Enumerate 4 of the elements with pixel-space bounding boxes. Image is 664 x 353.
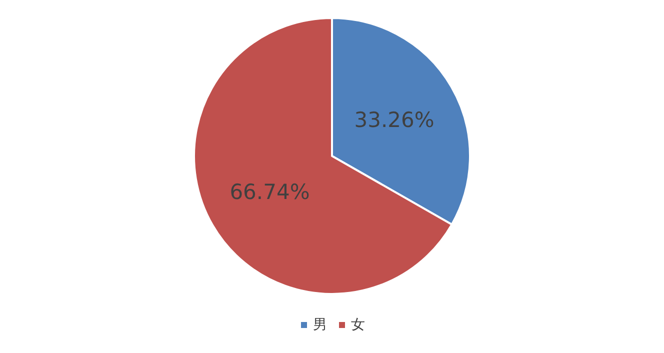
data-label: 66.74%: [230, 180, 310, 204]
legend-label: 男: [313, 317, 327, 333]
legend-label: 女: [351, 317, 365, 333]
data-label: 33.26%: [354, 108, 434, 132]
